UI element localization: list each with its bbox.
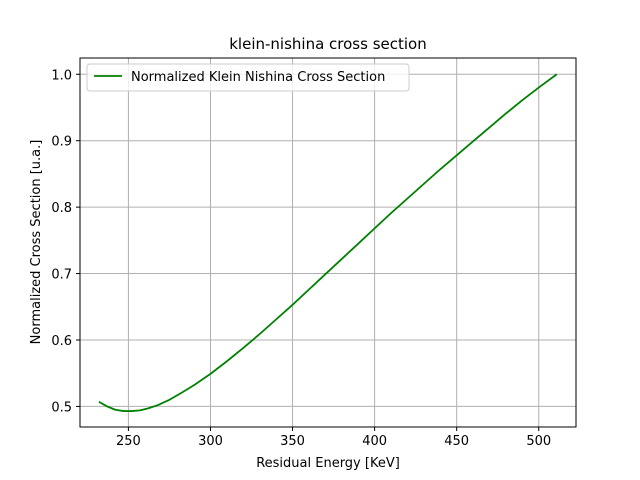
legend: Normalized Klein Nishina Cross Section — [86, 63, 410, 92]
ticks: 250 300 350 400 450 500 0.5 0.6 0.7 0.8 0.9 1.0 — [51, 68, 551, 449]
y-tick-label: 0.9 — [51, 135, 72, 150]
y-tick-label: 0.8 — [51, 201, 72, 216]
x-tick-label: 350 — [280, 434, 305, 449]
y-tick-label: 1.0 — [51, 68, 72, 83]
series-layer — [98, 73, 558, 412]
y-tick-label: 0.6 — [51, 334, 72, 349]
x-tick-label: 300 — [198, 434, 223, 449]
x-axis-label: Residual Energy [KeV] — [256, 456, 400, 471]
grid — [80, 58, 576, 427]
x-tick-label: 500 — [526, 434, 551, 449]
legend-box — [86, 63, 410, 92]
legend-label: Normalized Klein Nishina Cross Section — [131, 70, 385, 85]
x-tick-label: 400 — [362, 434, 387, 449]
chart-title: klein-nishina cross section — [229, 35, 426, 53]
series-line — [98, 73, 558, 412]
y-tick-label: 0.7 — [51, 268, 72, 283]
y-tick-label: 0.5 — [51, 400, 72, 415]
x-tick-label: 450 — [444, 434, 469, 449]
y-axis-label: Normalized Cross Section [u.a.] — [29, 140, 44, 345]
plot-frame — [79, 57, 577, 428]
x-tick-label: 250 — [116, 434, 141, 449]
